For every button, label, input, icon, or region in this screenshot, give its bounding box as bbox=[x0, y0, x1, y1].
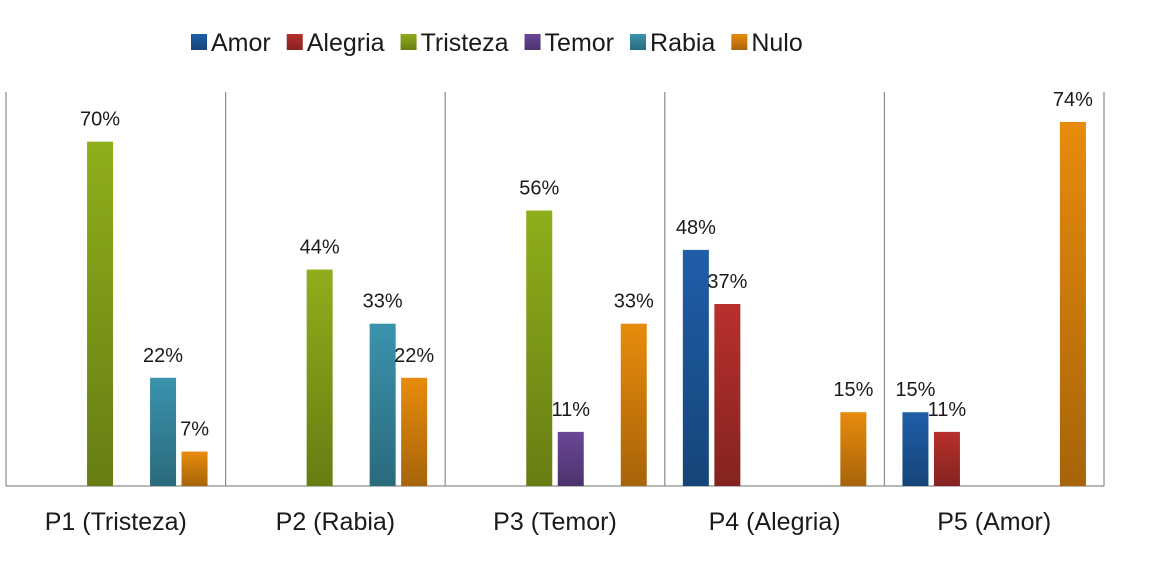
legend-swatch bbox=[731, 34, 748, 50]
bar-nulo bbox=[401, 377, 428, 486]
data-label: 70% bbox=[80, 109, 120, 131]
category-label: P5 (Amor) bbox=[937, 508, 1051, 536]
data-label: 33% bbox=[614, 291, 654, 313]
bar-nulo bbox=[181, 451, 208, 486]
bar-alegria bbox=[933, 431, 960, 486]
data-label: 44% bbox=[300, 237, 340, 259]
legend-swatch bbox=[400, 34, 417, 50]
bar-nulo bbox=[840, 412, 867, 486]
data-label: 7% bbox=[180, 419, 209, 441]
data-label: 48% bbox=[676, 217, 716, 239]
bar-temor bbox=[557, 431, 584, 486]
legend-entry: Tristeza bbox=[421, 29, 509, 57]
legend-swatch bbox=[286, 34, 303, 50]
bar-amor bbox=[902, 412, 929, 486]
data-label: 33% bbox=[363, 291, 403, 313]
data-label: 74% bbox=[1053, 89, 1093, 111]
legend-entry: Temor bbox=[545, 29, 614, 57]
data-label: 15% bbox=[833, 379, 873, 401]
data-label: 56% bbox=[519, 178, 559, 200]
bar-tristeza bbox=[306, 269, 333, 486]
data-label: 11% bbox=[928, 399, 967, 421]
bar-nulo bbox=[1059, 122, 1086, 486]
category-label: P1 (Tristeza) bbox=[45, 508, 187, 536]
bar-rabia bbox=[369, 323, 396, 486]
legend-entry: Amor bbox=[211, 29, 271, 57]
category-label: P3 (Temor) bbox=[493, 508, 617, 536]
data-label: 37% bbox=[707, 271, 747, 293]
legend-swatch bbox=[630, 34, 647, 50]
bar-rabia bbox=[150, 377, 177, 486]
legend-entry: Nulo bbox=[751, 29, 802, 57]
data-label: 22% bbox=[394, 345, 434, 367]
bar-tristeza bbox=[87, 141, 114, 487]
legend-swatch bbox=[524, 34, 541, 50]
legend-entry: Rabia bbox=[650, 29, 715, 57]
data-label: 15% bbox=[895, 379, 935, 401]
category-label: P4 (Alegria) bbox=[709, 508, 841, 536]
category-label: P2 (Rabia) bbox=[276, 508, 396, 536]
data-label: 11% bbox=[551, 399, 590, 421]
bar-nulo bbox=[620, 323, 647, 486]
legend-entry: Alegria bbox=[307, 29, 385, 57]
bar-tristeza bbox=[526, 210, 553, 487]
bar-alegria bbox=[714, 304, 741, 486]
data-label: 22% bbox=[143, 345, 183, 367]
bar-amor bbox=[682, 249, 709, 486]
legend-swatch bbox=[191, 34, 207, 50]
